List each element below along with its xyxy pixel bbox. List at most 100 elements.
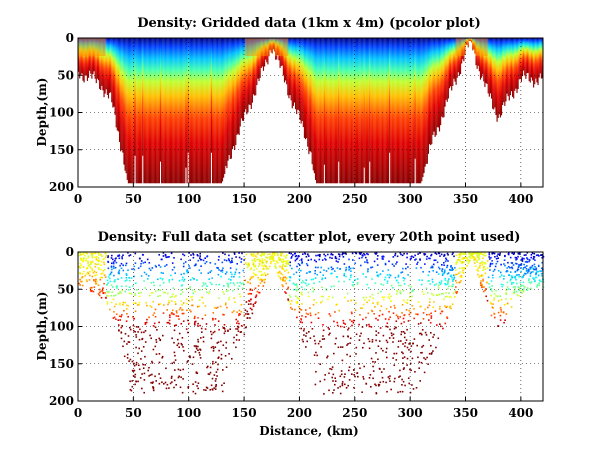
scatter-point xyxy=(203,283,205,286)
scatter-point xyxy=(83,257,85,260)
scatter-point xyxy=(181,391,184,394)
pcolor-column xyxy=(114,38,116,115)
scatter-point xyxy=(100,261,103,263)
scatter-point xyxy=(254,260,256,262)
scatter-point xyxy=(323,338,326,340)
scatter-point xyxy=(300,293,303,295)
scatter-point xyxy=(235,268,238,271)
scatter-point xyxy=(471,254,473,256)
scatter-point xyxy=(143,280,145,282)
scatter-point xyxy=(192,252,194,255)
scatter-point xyxy=(138,364,140,367)
scatter-point xyxy=(321,278,323,281)
scatter-point xyxy=(80,257,82,260)
scatter-point xyxy=(106,290,108,293)
pcolor-ridge-cell xyxy=(269,38,271,50)
scatter-point xyxy=(424,263,426,265)
scatter-point xyxy=(213,306,216,309)
scatter-point xyxy=(526,287,529,289)
scatter-point xyxy=(343,272,346,275)
scatter-point xyxy=(518,289,520,292)
scatter-point xyxy=(489,265,491,268)
scatter-point xyxy=(509,279,512,282)
scatter-point xyxy=(347,300,349,302)
scatter-point xyxy=(437,287,440,289)
scatter-point xyxy=(229,261,231,263)
scatter-point xyxy=(450,265,453,267)
pcolor-column xyxy=(312,38,314,171)
pcolor-column xyxy=(259,38,261,78)
scatter-point xyxy=(126,353,129,356)
scatter-point xyxy=(152,325,155,327)
scatter-point xyxy=(332,373,335,376)
scatter-point xyxy=(518,288,521,290)
scatter-point xyxy=(148,316,150,319)
scatter-point xyxy=(495,289,497,292)
scatter-point xyxy=(510,306,513,308)
scatter-point xyxy=(188,265,190,267)
scatter-point xyxy=(385,351,387,353)
scatter-point xyxy=(505,313,508,315)
pcolor-title: Density: Gridded data (1km x 4m) (pcolor… xyxy=(137,16,480,31)
pcolor-column xyxy=(227,38,229,161)
scatter-point xyxy=(389,375,391,377)
pcolor-column xyxy=(402,38,404,184)
scatter-point xyxy=(113,305,116,308)
scatter-point xyxy=(131,285,134,287)
pcolor-column xyxy=(301,38,303,121)
scatter-point xyxy=(128,292,131,295)
scatter-point xyxy=(499,319,502,321)
scatter-point xyxy=(526,257,528,259)
scatter-point xyxy=(185,288,188,290)
scatter-point xyxy=(205,323,208,325)
pcolor-column xyxy=(432,38,434,135)
scatter-point xyxy=(459,260,461,263)
scatter-point xyxy=(478,254,480,257)
scatter-point xyxy=(423,357,425,359)
scatter-point xyxy=(449,296,452,298)
pcolor-ridge-cell xyxy=(104,38,106,56)
scatter-point xyxy=(459,253,461,256)
scatter-point xyxy=(196,385,198,387)
scatter-point xyxy=(367,268,369,270)
scatter-point xyxy=(447,285,450,288)
scatter-point xyxy=(279,277,282,279)
pcolor-ridge-cell xyxy=(99,38,101,56)
scatter-point xyxy=(152,300,154,303)
scatter-point xyxy=(507,261,509,264)
scatter-point xyxy=(423,253,425,255)
scatter-point xyxy=(297,255,300,258)
scatter-point xyxy=(477,270,480,272)
scatter-point xyxy=(99,290,102,293)
pcolor-column xyxy=(375,38,377,184)
scatter-xlabel: Distance, (km) xyxy=(259,424,358,438)
scatter-point xyxy=(534,268,536,271)
scatter-point xyxy=(502,284,504,286)
scatter-point xyxy=(305,316,307,318)
scatter-point xyxy=(143,271,146,274)
scatter-point xyxy=(496,260,499,263)
scatter-point xyxy=(87,260,89,262)
scatter-point xyxy=(371,278,373,280)
scatter-point xyxy=(514,275,517,278)
scatter-point xyxy=(115,303,117,305)
scatter-point xyxy=(388,273,391,276)
scatter-point xyxy=(366,301,368,304)
scatter-point xyxy=(223,328,226,330)
scatter-point xyxy=(361,391,363,393)
scatter-point xyxy=(261,280,263,283)
pcolor-column xyxy=(338,38,340,162)
scatter-point xyxy=(312,290,315,293)
scatter-point xyxy=(437,266,440,269)
scatter-point xyxy=(333,285,335,288)
scatter-point xyxy=(511,262,514,264)
scatter-point xyxy=(459,275,462,278)
scatter-point xyxy=(368,299,370,302)
scatter-point xyxy=(347,327,350,329)
scatter-point xyxy=(125,274,128,276)
x-tick-label: 150 xyxy=(232,406,257,420)
scatter-point xyxy=(395,263,397,265)
pcolor-column xyxy=(318,38,320,184)
scatter-point xyxy=(165,367,167,370)
pcolor-ylabel: Depth,(m) xyxy=(35,78,49,147)
